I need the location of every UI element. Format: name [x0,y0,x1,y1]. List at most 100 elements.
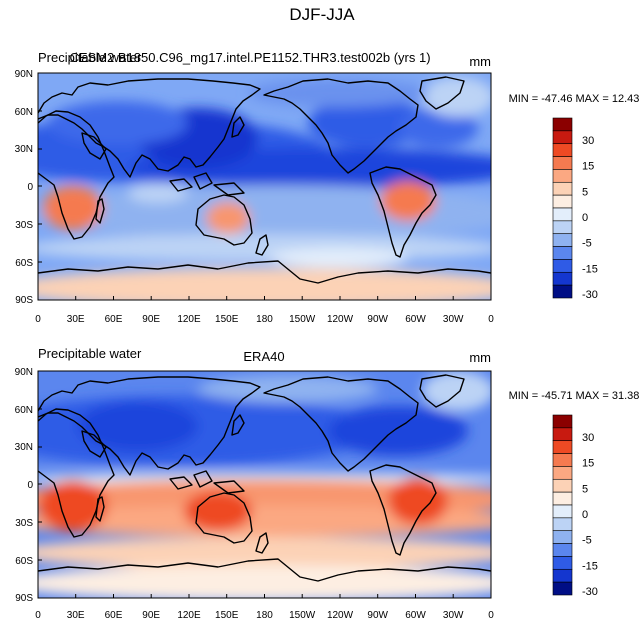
colorbar-swatch [552,491,573,506]
lon-tick: 90E [142,610,160,621]
lon-tick: 120W [327,314,354,325]
panel-center-title: ERA40 [243,349,284,364]
colorbar-swatch [552,556,573,570]
lat-tick: 60N [15,107,33,118]
lon-axis: 0 30E 60E 90E 120E 150E 180 150W 120W 90… [35,314,494,325]
panel-center-title: CESM2 B1850.C96_mg17.intel.PE1152.THR3.t… [69,50,430,65]
lat-tick: 30S [15,220,33,231]
colorbar-label: -15 [582,263,598,275]
colorbar-swatch [552,530,573,544]
lon-tick: 90W [367,610,388,621]
colorbar-swatch [552,143,573,157]
lat-tick: 0 [27,480,33,491]
min-max-label: MIN = -47.46 MAX = 12.43 [509,93,640,105]
lat-tick: 30S [15,518,33,529]
colorbar-swatch [552,504,573,519]
lon-tick: 150E [215,314,239,325]
lat-tick: 30N [15,144,33,155]
lon-tick: 120W [327,610,354,621]
colorbar-swatch [552,517,573,532]
colorbar-swatch [552,581,573,596]
colorbar-swatch [552,466,573,480]
panel-era40: Precipitable water ERA40 mm 90N 60N 30N … [0,346,640,621]
map-field [0,371,524,601]
lat-tick: 90S [15,593,33,604]
lon-tick: 30E [67,610,85,621]
lon-axis: 0 30E 60E 90E 120E 150E 180 150W 120W 90… [35,610,494,621]
colorbar-label: -5 [582,238,592,250]
colorbar-swatch [552,284,573,299]
panel-cesm: Precipitable water CESM2 B1850.C96_mg17.… [0,50,640,325]
colorbar-label: 0 [582,509,588,521]
colorbar-swatch [552,220,573,235]
lon-tick: 0 [35,314,41,325]
colorbar-label: 30 [582,432,594,444]
map-field [0,73,528,308]
colorbar-label: 15 [582,458,594,470]
lat-tick: 90S [15,295,33,306]
colorbar-swatch [552,130,573,145]
figure-title: DJF-JJA [289,5,355,24]
colorbar-swatch [552,259,573,273]
lon-tick: 180 [256,610,273,621]
panel-left-title: Precipitable water [38,346,142,361]
colorbar-labels: 30 15 5 0 -5 -15 -30 [582,432,598,598]
colorbar-swatch [552,156,573,170]
lat-tick: 30N [15,442,33,453]
lon-tick: 30W [443,610,464,621]
lon-tick: 60E [105,610,123,621]
colorbar-swatch [552,181,573,196]
lon-tick: 0 [488,610,494,621]
colorbar-swatch [552,414,573,429]
colorbar-swatch [552,194,573,209]
lat-tick: 90N [15,367,33,378]
lon-tick: 120E [177,610,201,621]
panel-units: mm [469,350,491,365]
lon-tick: 30W [443,314,464,325]
panel-units: mm [469,54,491,69]
panel-left-title: Precipitable water [38,50,142,65]
colorbar-label: 15 [582,161,594,173]
colorbar-label: 5 [582,186,588,198]
colorbar-label: 30 [582,135,594,147]
lon-tick: 60W [405,610,426,621]
colorbar-swatch [552,427,573,442]
lon-tick: 120E [177,314,201,325]
colorbar-labels: 30 15 5 0 -5 -15 -30 [582,135,598,301]
lon-tick: 0 [35,610,41,621]
lat-axis: 90N 60N 30N 0 30S 60S 90S [15,367,34,604]
colorbar-label: 5 [582,483,588,495]
colorbar-label: -15 [582,560,598,572]
colorbar-label: -30 [582,289,598,301]
lat-tick: 60N [15,405,33,416]
colorbar-swatch [552,543,573,557]
colorbar [552,414,573,596]
colorbar-swatch [552,568,573,583]
colorbar-swatch [552,169,573,183]
colorbar-swatch [552,207,573,222]
lat-tick: 0 [27,182,33,193]
colorbar-swatch [552,271,573,286]
lon-tick: 90E [142,314,160,325]
colorbar-label: -30 [582,586,598,598]
min-max-label: MIN = -45.71 MAX = 31.38 [509,390,640,402]
colorbar-swatch [552,246,573,260]
lat-axis: 90N 60N 30N 0 30S 60S 90S [15,69,34,306]
lon-tick: 180 [256,314,273,325]
lon-tick: 0 [488,314,494,325]
colorbar-swatch [552,478,573,493]
lon-tick: 150W [289,314,316,325]
colorbar-swatch [552,453,573,467]
colorbar-swatch [552,440,573,454]
lat-tick: 60S [15,258,33,269]
colorbar [552,117,573,299]
lat-tick: 60S [15,556,33,567]
colorbar-swatch [552,233,573,247]
lon-tick: 60E [105,314,123,325]
colorbar-label: -5 [582,535,592,547]
lon-tick: 30E [67,314,85,325]
lon-tick: 150E [215,610,239,621]
lon-tick: 60W [405,314,426,325]
colorbar-label: 0 [582,212,588,224]
